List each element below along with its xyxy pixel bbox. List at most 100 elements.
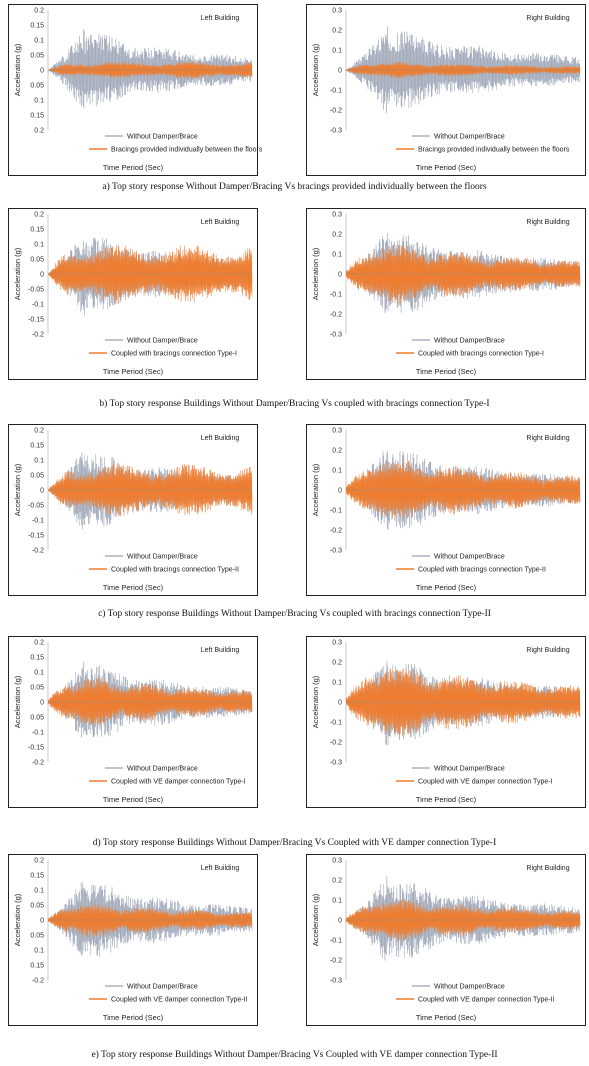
x-axis-label: Time Period (Sec) (103, 1013, 164, 1022)
y-tick-label: 0.15 (30, 655, 44, 662)
y-axis-label: Acceleration (g) (311, 675, 320, 728)
y-tick-label: 0.3 (332, 640, 342, 647)
legend-label-without: Without Damper/Brace (127, 338, 198, 345)
y-tick-label: -0.3 (330, 978, 342, 985)
y-tick-label: 0.1 (34, 242, 44, 249)
chart-svg: 0.3 0.2 0.1 0 -0.1 -0.2 -0.3 Right Building Acce… (306, 854, 586, 1026)
y-tick-label: 0.05 (30, 473, 44, 480)
y-tick-label: 0 (338, 488, 342, 495)
y-axis-label: Acceleration (g) (13, 463, 22, 516)
y-tick-label: -0.2 (330, 108, 342, 115)
y-tick-label: 0 (338, 700, 342, 707)
chart-svg: 0.2 0.15 0.1 0.05 0 0.05 0.1 0.15 -0.2 Left Build… (8, 854, 258, 1026)
series-with-connection (47, 244, 253, 304)
figure-row-c: 0.2 0.15 0.1 0.05 0 -0.05 -0.1 -0.15 -0.2 Left Bu… (0, 424, 589, 596)
y-tick-label: 0.2 (34, 640, 44, 647)
legend-label-with: Coupled with VE damper connection Type-I… (418, 997, 555, 1004)
building-label: Right Building (526, 865, 569, 872)
y-tick-label: 0.15 (30, 113, 44, 120)
y-tick-label: -0.3 (330, 548, 342, 555)
chart-a-left: 0.2 0.15 0.1 0.05 0 0.05 0.1 0.15 0.2 Left Buildi… (8, 4, 263, 176)
y-tick-label: 0.1 (332, 252, 342, 259)
y-tick-label: -0.2 (330, 528, 342, 535)
y-tick-label: 0 (40, 488, 44, 495)
chart-svg: 0.2 0.15 0.1 0.05 0 -0.05 -0.1 -0.15 -0.2 Left Bu… (8, 424, 258, 596)
figure-row-b: 0.2 0.15 0.1 0.05 0 -0.05 -0.1 -0.15 -0.2 Left Bu… (0, 208, 589, 380)
y-tick-label: -0.1 (330, 720, 342, 727)
y-tick-label: 0.05 (30, 715, 44, 722)
y-tick-label: 0.1 (34, 888, 44, 895)
legend-label-without: Without Damper/Brace (434, 766, 505, 773)
y-tick-label: 0.05 (30, 933, 44, 940)
y-tick-label: 0.2 (332, 28, 342, 35)
y-tick-label: -0.2 (330, 740, 342, 747)
y-tick-label: 0.15 (30, 443, 44, 450)
building-label: Right Building (526, 647, 569, 654)
x-axis-label: Time Period (Sec) (103, 795, 164, 804)
y-tick-label: 0.3 (332, 858, 342, 865)
y-axis-label: Acceleration (g) (311, 893, 320, 946)
building-label: Left Building (201, 219, 240, 226)
legend-label-without: Without Damper/Brace (434, 338, 505, 345)
legend-label-with: Coupled with bracings connection Type-I (418, 351, 544, 358)
y-tick-label: 0.1 (34, 38, 44, 45)
legend-label-without: Without Damper/Brace (127, 984, 198, 991)
y-tick-label: -0.1 (330, 938, 342, 945)
panel-caption: c) Top story response Buildings Without … (98, 609, 491, 619)
chart-svg: 0.2 0.15 0.1 0.05 0 -0.05 -0.1 -0.15 -0.2 Left Bu… (8, 208, 258, 380)
y-tick-label: 0.1 (34, 458, 44, 465)
y-tick-label: -0.1 (32, 730, 44, 737)
y-tick-label: 0.2 (34, 8, 44, 15)
legend-label-with: Coupled with VE damper connection Type-I… (111, 997, 248, 1004)
y-tick-label: 0.05 (30, 83, 44, 90)
chart-a-right: 0.3 0.2 0.1 0 -0.1 -0.2 -0.3 Right Building Acce… (306, 4, 586, 176)
y-tick-label: -0.1 (330, 88, 342, 95)
chart-b-right: 0.3 0.2 0.1 0 -0.1 -0.2 -0.3 Right Building Acce… (306, 208, 586, 380)
y-tick-label: 0.2 (332, 448, 342, 455)
y-axis-label: Acceleration (g) (311, 463, 320, 516)
x-axis-label: Time Period (Sec) (416, 163, 477, 172)
y-tick-label: 0 (338, 272, 342, 279)
figure-row-a: 0.2 0.15 0.1 0.05 0 0.05 0.1 0.15 0.2 Left Buildi… (0, 4, 589, 176)
y-tick-label: 0.3 (332, 8, 342, 15)
y-tick-label: 0.1 (332, 48, 342, 55)
series-with-connection (345, 667, 581, 738)
chart-frame (306, 208, 586, 380)
y-tick-label: -0.1 (330, 508, 342, 515)
legend-label-without: Without Damper/Brace (127, 134, 198, 141)
y-tick-label: 0 (338, 918, 342, 925)
chart-c-left: 0.2 0.15 0.1 0.05 0 -0.05 -0.1 -0.15 -0.2 Left Bu… (8, 424, 258, 596)
x-axis-label: Time Period (Sec) (416, 583, 477, 592)
y-tick-label: 0.2 (34, 128, 44, 135)
y-axis-label: Acceleration (g) (311, 43, 320, 96)
chart-c-right: 0.3 0.2 0.1 0 -0.1 -0.2 -0.3 Right Building Acce… (306, 424, 586, 596)
y-tick-label: 0.3 (332, 212, 342, 219)
legend-label-without: Without Damper/Brace (434, 984, 505, 991)
y-tick-label: -0.2 (32, 978, 44, 985)
legend-label-with: Coupled with bracings connection Type-I (111, 351, 237, 358)
y-tick-label: 0.2 (34, 212, 44, 219)
building-label: Left Building (201, 435, 240, 442)
y-tick-label: 0.1 (332, 680, 342, 687)
y-tick-label: -0.1 (330, 292, 342, 299)
y-axis-label: Acceleration (g) (13, 893, 22, 946)
chart-svg: 0.2 0.15 0.1 0.05 0 0.05 -0.1 -0.15 -0.2 Left Bui… (8, 636, 258, 808)
y-axis-label: Acceleration (g) (13, 247, 22, 300)
legend-label-with: Coupled with bracings connection Type-II (418, 567, 546, 574)
y-tick-label: -0.3 (330, 332, 342, 339)
y-tick-label: 0 (338, 68, 342, 75)
y-tick-label: -0.1 (32, 518, 44, 525)
chart-e-left: 0.2 0.15 0.1 0.05 0 0.05 0.1 0.15 -0.2 Left Build… (8, 854, 258, 1026)
y-tick-label: -0.2 (32, 332, 44, 339)
y-tick-label: -0.05 (28, 503, 44, 510)
chart-svg: 0.3 0.2 0.1 0 -0.1 -0.2 -0.3 Right Building Acce… (306, 4, 586, 176)
y-tick-label: -0.15 (28, 533, 44, 540)
series-with-connection (47, 61, 253, 79)
chart-e-right: 0.3 0.2 0.1 0 -0.1 -0.2 -0.3 Right Building Acce… (306, 854, 586, 1026)
y-tick-label: 0.15 (30, 227, 44, 234)
panel-caption: b) Top story response Buildings Without … (99, 399, 490, 409)
chart-d-right: 0.3 0.2 0.1 0 -0.1 -0.2 -0.3 Right Building Acce… (306, 636, 586, 808)
legend-label-without: Without Damper/Brace (127, 766, 198, 773)
building-label: Right Building (526, 219, 569, 226)
x-axis-label: Time Period (Sec) (103, 163, 164, 172)
